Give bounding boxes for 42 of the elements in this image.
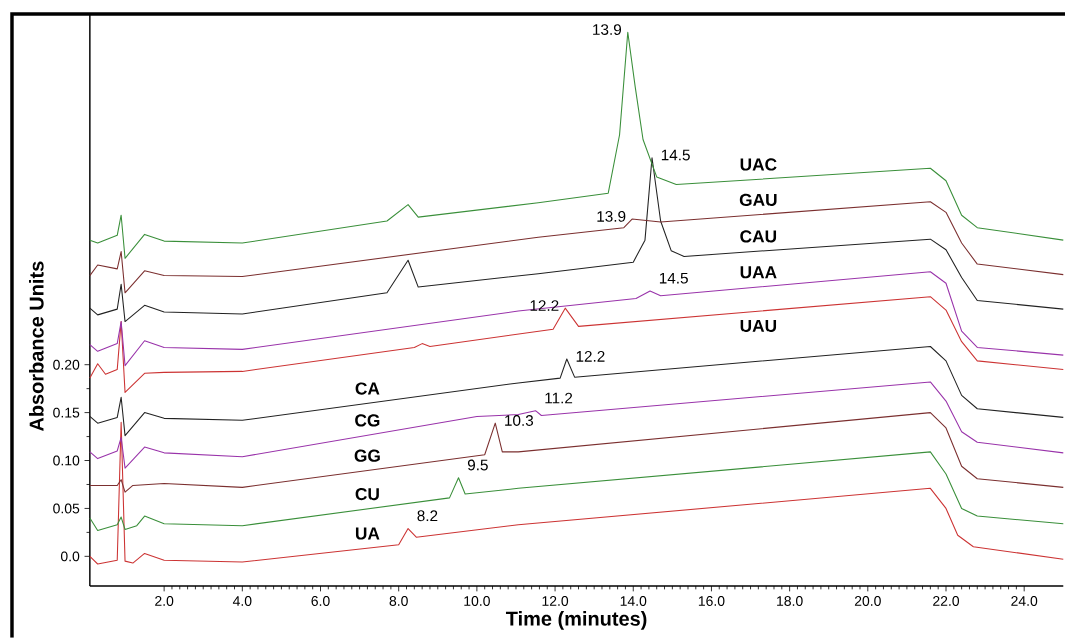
annotation: 14.5 <box>659 273 688 284</box>
series-label: CA <box>355 382 380 395</box>
y-tick-label: 0.0 <box>60 551 80 562</box>
x-tick-label: 24.0 <box>1011 596 1038 607</box>
x-tick-label: 8.0 <box>389 596 408 607</box>
series-label: UAA <box>740 266 777 279</box>
x-tick-label: 22.0 <box>933 596 960 607</box>
series-label: CU <box>355 488 379 501</box>
x-tick-label: 12.0 <box>542 596 569 607</box>
annotation: 12.2 <box>576 351 605 362</box>
line-series <box>89 346 1064 437</box>
annotation: 10.3 <box>505 415 534 427</box>
y-axis-title: Absorbance Units <box>29 261 44 432</box>
x-tick-label: 4.0 <box>232 596 252 607</box>
series-label: UAC <box>740 158 777 171</box>
annotation: 12.2 <box>530 300 559 312</box>
series-label: GAU <box>739 193 777 207</box>
x-tick-label: 18.0 <box>777 596 803 607</box>
series-label: UAU <box>740 320 777 333</box>
x-tick-label: 2.0 <box>155 596 174 607</box>
y-tick-label: 0.15 <box>53 407 80 418</box>
series-label: GG <box>354 449 380 462</box>
line-series <box>89 381 1064 469</box>
y-tick-label: 0.10 <box>53 455 80 466</box>
x-tick-label: 10.0 <box>464 596 490 607</box>
x-tick-label: 14.0 <box>620 596 647 607</box>
x-axis-title: Time (minutes) <box>505 611 647 630</box>
series-label: CG <box>355 414 380 427</box>
series-label: CAU <box>740 230 777 243</box>
x-tick-label: 16.0 <box>698 596 725 607</box>
y-tick-label: 0.05 <box>53 503 80 514</box>
annotation: 13.9 <box>593 24 622 36</box>
series-label: UA <box>355 527 380 540</box>
annotation: 13.9 <box>597 211 626 222</box>
annotation: 8.2 <box>417 510 438 522</box>
annotation: 14.5 <box>661 149 690 161</box>
x-tick-label: 6.0 <box>311 596 330 607</box>
y-tick-label: 0.20 <box>53 359 80 370</box>
x-tick-label: 20.0 <box>854 596 881 607</box>
line-series <box>89 296 1064 394</box>
annotation: 11.2 <box>545 392 573 404</box>
annotation: 9.5 <box>467 459 488 471</box>
